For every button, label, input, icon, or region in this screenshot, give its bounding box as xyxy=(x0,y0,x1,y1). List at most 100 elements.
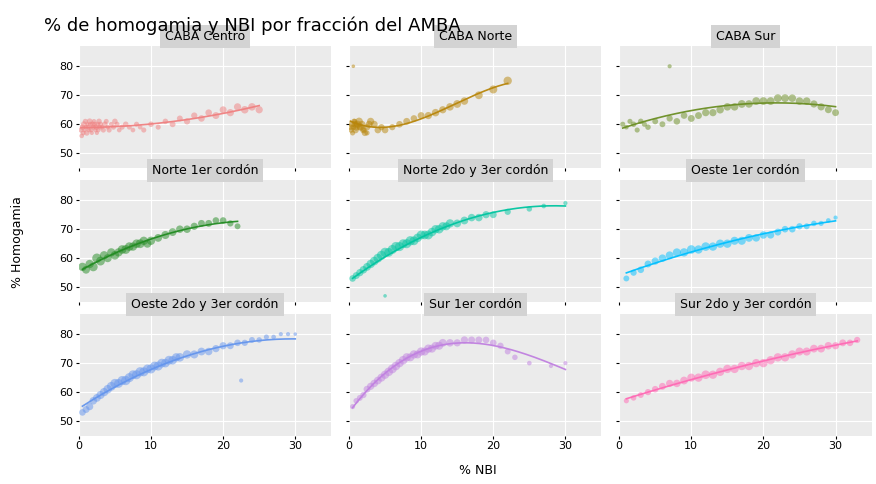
Point xyxy=(81,123,95,131)
Text: % de homogamia y NBI por fracción del AMBA: % de homogamia y NBI por fracción del AM… xyxy=(44,17,461,35)
Point xyxy=(633,391,647,399)
Point xyxy=(74,126,88,134)
Point xyxy=(144,121,158,128)
Point xyxy=(82,126,96,134)
Point xyxy=(350,397,364,405)
Point xyxy=(399,353,413,361)
Point xyxy=(655,382,669,390)
Point xyxy=(829,342,843,349)
Point xyxy=(749,234,763,242)
Point xyxy=(742,100,756,108)
Point xyxy=(749,359,763,367)
Point xyxy=(187,223,201,230)
Point xyxy=(432,342,446,349)
Point xyxy=(140,365,154,373)
Title: Norte 2do y 3er cordón: Norte 2do y 3er cordón xyxy=(403,165,548,177)
Point xyxy=(95,123,109,131)
Point xyxy=(346,62,360,70)
Point xyxy=(101,385,115,393)
Point xyxy=(130,121,144,128)
Point xyxy=(450,220,464,227)
Point xyxy=(558,359,572,367)
Point xyxy=(648,257,662,265)
Point xyxy=(472,214,486,222)
Point xyxy=(425,345,439,352)
Point xyxy=(742,234,756,242)
Point xyxy=(392,121,406,128)
Point xyxy=(111,248,125,256)
Point xyxy=(119,377,133,384)
Point xyxy=(92,118,106,125)
Point xyxy=(367,121,381,128)
Point xyxy=(623,118,637,125)
Point xyxy=(90,129,104,137)
Point xyxy=(457,217,471,225)
Point xyxy=(350,121,364,128)
Point xyxy=(194,220,208,227)
Point xyxy=(93,123,107,131)
Point xyxy=(346,274,360,282)
Title: Sur 1er cordón: Sur 1er cordón xyxy=(429,298,521,311)
Point xyxy=(123,374,137,381)
Point xyxy=(357,266,371,273)
Point xyxy=(288,330,302,338)
Point xyxy=(201,109,215,117)
Point xyxy=(245,103,259,111)
Point xyxy=(133,123,147,131)
Text: % NBI: % NBI xyxy=(459,464,496,477)
Point xyxy=(75,123,89,131)
Point xyxy=(266,333,280,341)
Point xyxy=(800,223,814,230)
Point xyxy=(82,403,96,410)
Point xyxy=(115,123,129,131)
Point xyxy=(800,348,814,355)
Point xyxy=(237,339,251,347)
Point xyxy=(749,97,763,105)
Point xyxy=(735,237,749,245)
Point xyxy=(638,121,652,128)
Point xyxy=(76,129,90,137)
Point xyxy=(630,126,644,134)
Point xyxy=(87,118,101,125)
Point xyxy=(86,123,100,131)
Point xyxy=(764,97,778,105)
Point xyxy=(79,406,93,413)
Point xyxy=(793,223,807,230)
Point xyxy=(82,118,96,125)
Point xyxy=(101,123,115,131)
Point xyxy=(706,242,720,250)
Point xyxy=(166,121,180,128)
Point xyxy=(354,123,368,131)
Point xyxy=(350,272,364,279)
Point xyxy=(764,231,778,239)
Point xyxy=(88,126,102,134)
Point xyxy=(159,231,173,239)
Point xyxy=(350,121,364,128)
Point xyxy=(230,223,244,230)
Point xyxy=(152,123,166,131)
Point xyxy=(75,408,89,416)
Point xyxy=(785,350,799,358)
Point xyxy=(86,397,100,405)
Point xyxy=(194,348,208,355)
Point xyxy=(472,336,486,344)
Point xyxy=(619,397,633,405)
Point xyxy=(94,391,108,399)
Point xyxy=(814,103,828,111)
Point xyxy=(699,109,713,117)
Point xyxy=(111,379,125,387)
Point xyxy=(353,394,367,402)
Point xyxy=(699,371,713,378)
Point xyxy=(274,330,288,338)
Point xyxy=(418,231,432,239)
Point xyxy=(626,394,640,402)
Point xyxy=(346,403,360,410)
Point xyxy=(443,103,457,111)
Point xyxy=(428,342,442,349)
Point xyxy=(169,353,183,361)
Point xyxy=(829,109,843,117)
Point xyxy=(104,248,118,256)
Point xyxy=(677,112,691,120)
Point xyxy=(435,106,449,114)
Point xyxy=(223,342,237,349)
